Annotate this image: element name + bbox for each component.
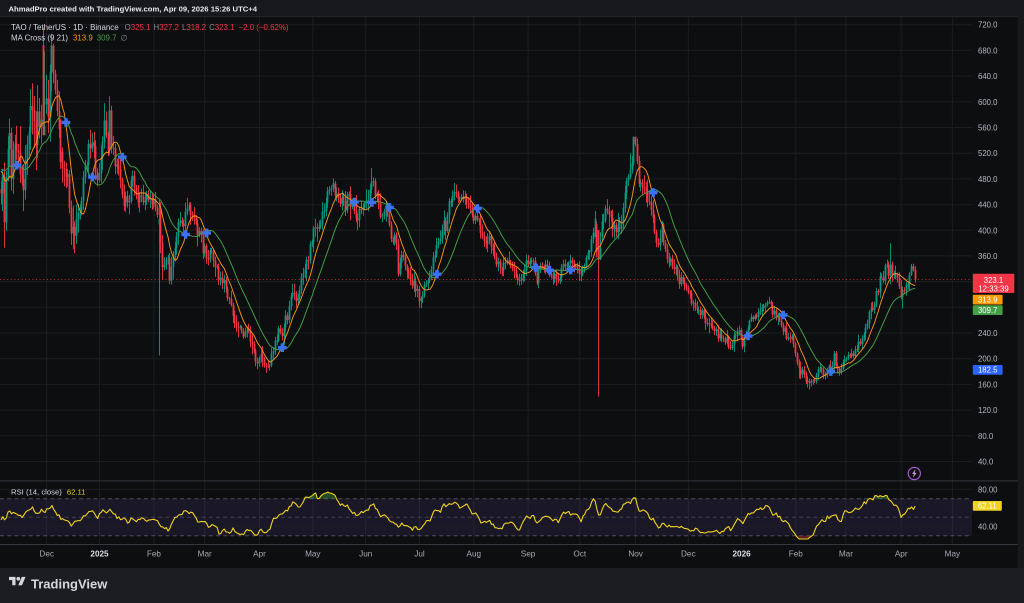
svg-text:Dec: Dec	[681, 550, 696, 559]
svg-text:AhmadPro created with TradingV: AhmadPro created with TradingView.com, A…	[9, 5, 258, 14]
svg-text:2026: 2026	[732, 550, 751, 559]
svg-text:200.0: 200.0	[978, 355, 998, 364]
svg-text:Nov: Nov	[628, 550, 643, 559]
svg-text:80.00: 80.00	[978, 485, 998, 494]
svg-text:40.0: 40.0	[978, 458, 994, 467]
svg-text:182.5: 182.5	[978, 366, 998, 375]
svg-text:May: May	[945, 550, 961, 559]
svg-text:Aug: Aug	[467, 550, 482, 559]
svg-text:720.0: 720.0	[978, 21, 998, 30]
svg-text:Apr: Apr	[253, 550, 266, 559]
svg-text:Sep: Sep	[521, 550, 536, 559]
svg-text:160.0: 160.0	[978, 380, 998, 389]
svg-text:Jul: Jul	[414, 550, 425, 559]
svg-text:480.0: 480.0	[978, 175, 998, 184]
svg-text:2025: 2025	[90, 550, 109, 559]
svg-text:May: May	[305, 550, 321, 559]
svg-text:Mar: Mar	[198, 550, 212, 559]
svg-text:640.0: 640.0	[978, 72, 998, 81]
svg-text:Feb: Feb	[789, 550, 804, 559]
svg-text:Jun: Jun	[359, 550, 373, 559]
svg-text:TradingView: TradingView	[31, 577, 108, 592]
svg-text:323.1: 323.1	[984, 276, 1004, 285]
svg-text:560.0: 560.0	[978, 124, 998, 133]
svg-text:520.0: 520.0	[978, 149, 998, 158]
svg-text:Oct: Oct	[573, 550, 586, 559]
svg-text:Mar: Mar	[839, 550, 853, 559]
svg-text:80.0: 80.0	[978, 432, 994, 441]
svg-text:62.11: 62.11	[978, 502, 997, 511]
svg-text:120.0: 120.0	[978, 406, 998, 415]
svg-text:40.00: 40.00	[978, 523, 998, 532]
svg-text:400.0: 400.0	[978, 226, 998, 235]
svg-text:440.0: 440.0	[978, 201, 998, 210]
svg-text:12:33:39: 12:33:39	[978, 284, 1008, 293]
svg-text:600.0: 600.0	[978, 98, 998, 107]
svg-text:Apr: Apr	[895, 550, 908, 559]
svg-text:309.7: 309.7	[978, 306, 998, 315]
svg-text:RSI (14, close)62.11: RSI (14, close) 62.11	[11, 488, 86, 497]
svg-text:240.0: 240.0	[978, 329, 998, 338]
svg-text:Dec: Dec	[39, 550, 54, 559]
svg-text:Feb: Feb	[147, 550, 162, 559]
svg-text:313.9: 313.9	[978, 295, 998, 304]
svg-text:680.0: 680.0	[978, 46, 998, 55]
svg-text:360.0: 360.0	[978, 252, 998, 261]
